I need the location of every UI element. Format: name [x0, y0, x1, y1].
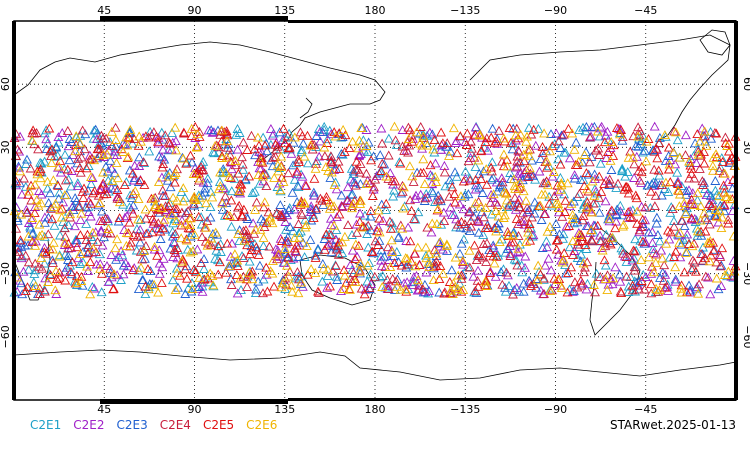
bottom-lon-label: −135	[450, 403, 480, 416]
bottom-axis-bar-right	[288, 398, 736, 401]
top-lon-label: −135	[450, 4, 480, 17]
right-lat-label: 0	[741, 207, 750, 214]
legend-item-c2e5: C2E5	[202, 418, 235, 432]
legend-item-c2e6: C2E6	[246, 418, 278, 432]
bottom-lon-label: 135	[274, 403, 295, 416]
top-lon-label: 135	[274, 4, 295, 17]
antarctica-coast	[13, 349, 737, 381]
top-lon-label: −90	[544, 4, 567, 17]
bottom-lon-label: 180	[365, 403, 386, 416]
top-lon-label: 90	[188, 4, 202, 17]
top-lon-label: 180	[365, 4, 386, 17]
bottom-axis-bar	[100, 399, 288, 404]
south-america-coast	[589, 227, 641, 336]
bottom-lon-label: −90	[544, 403, 567, 416]
left-lat-label: −60	[0, 325, 12, 348]
legend-item-c2e3: C2E3	[116, 418, 148, 432]
left-lat-label: 60	[0, 77, 12, 91]
greenland-coast	[699, 29, 731, 56]
left-lat-label: 30	[0, 140, 12, 154]
bottom-lon-label: 45	[97, 403, 111, 416]
observation-markers	[9, 121, 741, 299]
top-axis-bar-right	[288, 20, 736, 23]
legend-item-c2e2: C2E2	[73, 418, 105, 432]
top-axis-bar	[100, 16, 288, 21]
left-lat-label: −30	[0, 262, 12, 285]
right-lat-label: −30	[741, 262, 750, 285]
right-lat-label: 30	[741, 140, 750, 154]
australia-coast	[299, 254, 376, 306]
right-lat-label: −60	[741, 325, 750, 348]
legend-item-c2e4: C2E4	[159, 418, 191, 432]
right-axis-bar	[734, 21, 738, 400]
top-lon-label: −45	[634, 4, 657, 17]
bottom-lon-label: 90	[188, 403, 202, 416]
date-label: STARwet.2025-01-13	[609, 418, 736, 432]
triangle-markers-c2e3	[10, 121, 738, 299]
right-lat-label: 60	[741, 77, 750, 91]
left-axis-bar	[12, 21, 16, 400]
legend-item-c2e1: C2E1	[30, 418, 62, 432]
bottom-lon-label: −45	[634, 403, 657, 416]
top-lon-label: 45	[97, 4, 111, 17]
legend: C2E1 C2E2 C2E3 C2E4 C2E5 C2E6	[30, 418, 277, 432]
left-lat-label: 0	[0, 207, 12, 214]
japan-coast	[299, 97, 313, 119]
